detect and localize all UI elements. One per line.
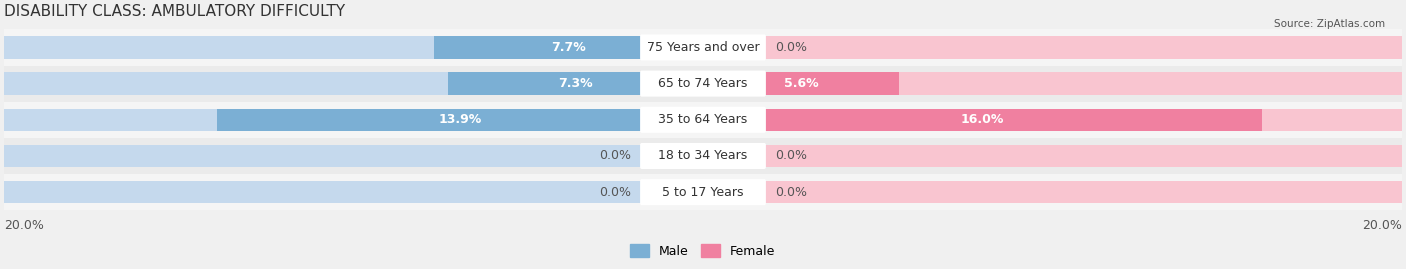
Bar	[4, 174, 1402, 210]
Text: DISABILITY CLASS: AMBULATORY DIFFICULTY: DISABILITY CLASS: AMBULATORY DIFFICULTY	[4, 4, 346, 19]
Text: 7.7%: 7.7%	[551, 41, 586, 54]
Text: 20.0%: 20.0%	[1362, 219, 1402, 232]
Text: 16.0%: 16.0%	[960, 113, 1004, 126]
Bar	[703, 109, 1263, 131]
Text: 5.6%: 5.6%	[783, 77, 818, 90]
FancyBboxPatch shape	[640, 143, 766, 169]
Bar	[4, 138, 1402, 174]
Text: 0.0%: 0.0%	[775, 150, 807, 162]
Legend: Male, Female: Male, Female	[626, 239, 780, 263]
Bar	[703, 109, 1402, 131]
Text: 0.0%: 0.0%	[599, 150, 631, 162]
Bar	[4, 29, 1402, 66]
FancyBboxPatch shape	[640, 70, 766, 97]
Text: 0.0%: 0.0%	[775, 186, 807, 199]
Text: 0.0%: 0.0%	[599, 186, 631, 199]
Bar	[703, 72, 898, 95]
Text: 5 to 17 Years: 5 to 17 Years	[662, 186, 744, 199]
FancyBboxPatch shape	[640, 107, 766, 133]
Bar	[4, 72, 703, 95]
Text: 13.9%: 13.9%	[439, 113, 482, 126]
Bar	[4, 36, 703, 59]
Bar	[4, 66, 1402, 102]
Text: 75 Years and over: 75 Years and over	[647, 41, 759, 54]
FancyBboxPatch shape	[640, 34, 766, 61]
Bar	[703, 72, 1402, 95]
Bar	[703, 145, 1402, 167]
Text: 7.3%: 7.3%	[558, 77, 593, 90]
Bar	[703, 181, 1402, 203]
Bar	[218, 109, 703, 131]
Bar	[434, 36, 703, 59]
Bar	[703, 36, 1402, 59]
Text: 35 to 64 Years: 35 to 64 Years	[658, 113, 748, 126]
Text: Source: ZipAtlas.com: Source: ZipAtlas.com	[1274, 19, 1385, 29]
FancyBboxPatch shape	[640, 179, 766, 205]
Text: 20.0%: 20.0%	[4, 219, 44, 232]
Bar	[4, 109, 703, 131]
Bar	[4, 145, 703, 167]
Bar	[4, 181, 703, 203]
Text: 18 to 34 Years: 18 to 34 Years	[658, 150, 748, 162]
Bar	[4, 102, 1402, 138]
Text: 0.0%: 0.0%	[775, 41, 807, 54]
Text: 65 to 74 Years: 65 to 74 Years	[658, 77, 748, 90]
Bar	[449, 72, 703, 95]
